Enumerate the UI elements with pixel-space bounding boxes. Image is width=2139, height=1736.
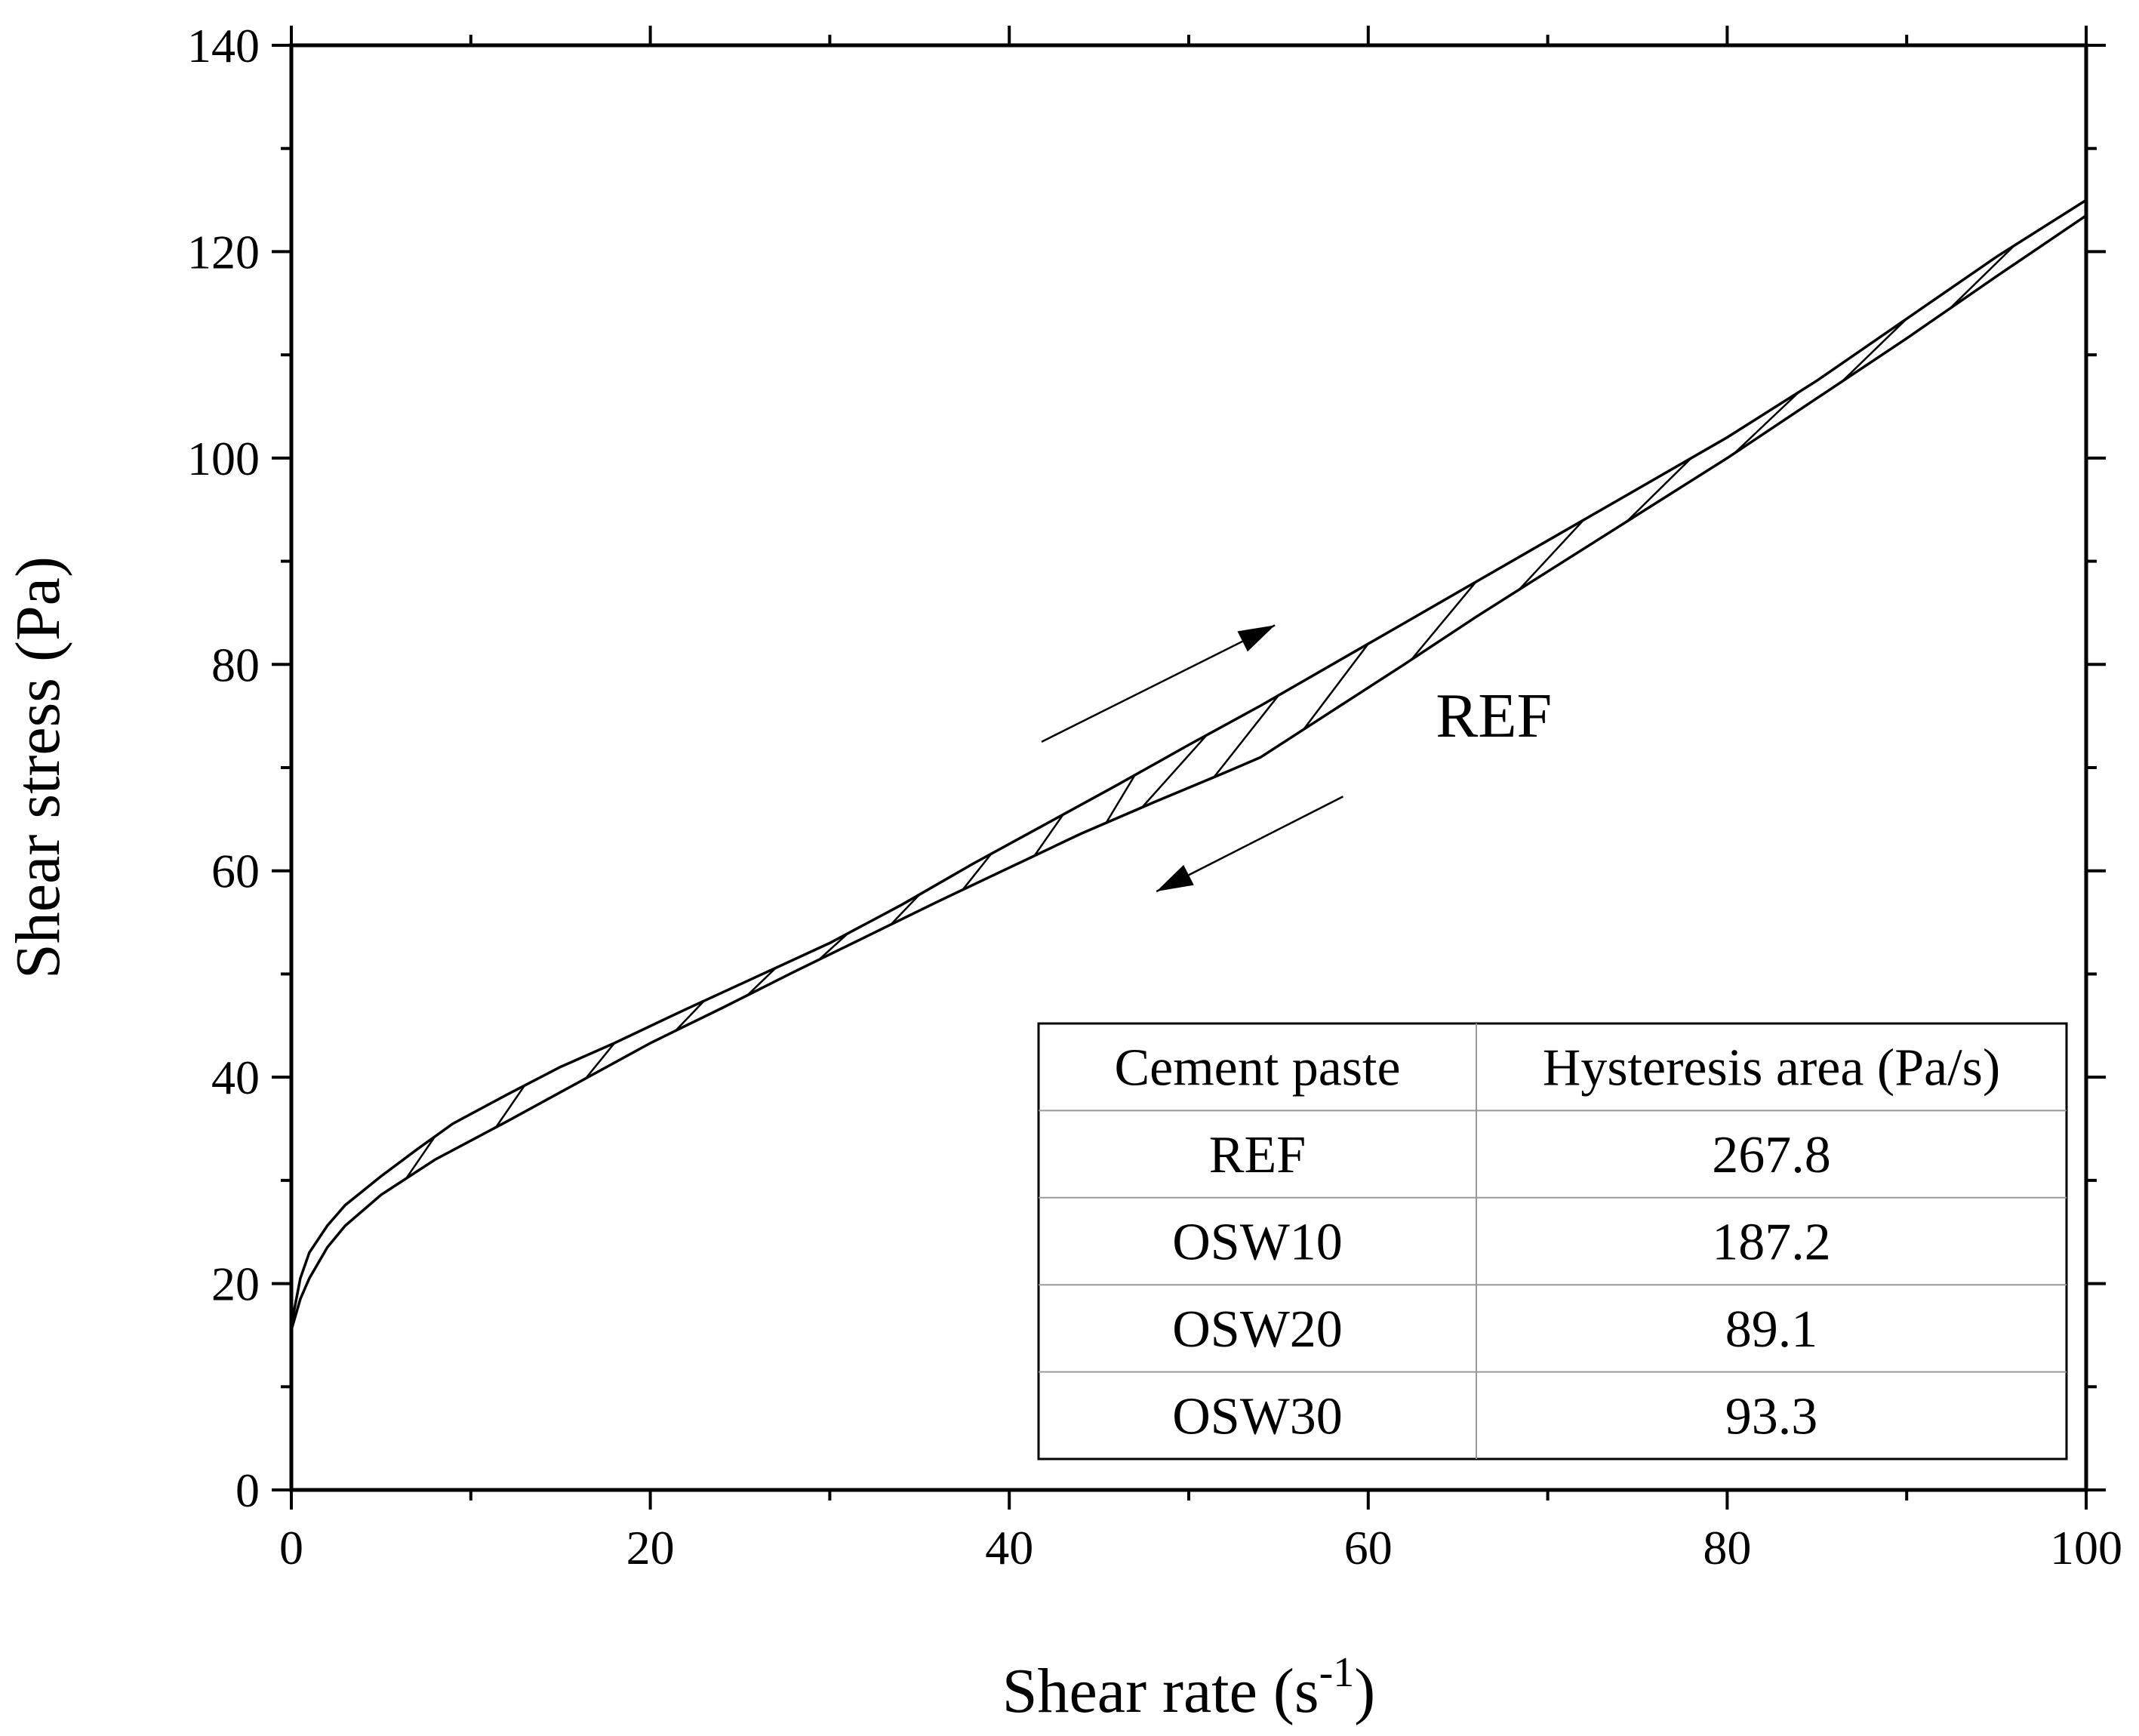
y-axis-title: Shear stress (Pa) xyxy=(3,556,73,979)
y-tick-label: 40 xyxy=(211,1051,260,1104)
table-cell: OSW30 xyxy=(1172,1387,1343,1445)
series-line-down xyxy=(290,214,2087,1331)
table-cell: 89.1 xyxy=(1725,1300,1818,1359)
x-tick-label: 20 xyxy=(626,1521,675,1574)
hatch-line xyxy=(585,1042,616,1079)
y-tick-label: 140 xyxy=(187,19,260,72)
y-tick-label: 0 xyxy=(235,1464,260,1517)
hatch-line xyxy=(1626,457,1692,522)
x-tick-label: 60 xyxy=(1344,1521,1393,1574)
hatch-line xyxy=(405,1136,436,1180)
table-cell: OSW10 xyxy=(1172,1214,1343,1272)
arrow-down-head xyxy=(1156,864,1194,892)
hysteresis-table: Cement paste Hysteresis area (Pa/s) REF 267… xyxy=(1037,1022,2068,1461)
hatch-line xyxy=(1213,694,1279,778)
series-group xyxy=(290,199,2087,1331)
x-tick-label: 100 xyxy=(2050,1521,2122,1574)
x-axis-title: Shear rate (s-1) xyxy=(1002,1649,1375,1726)
x-axis-title-superscript: -1 xyxy=(1319,1649,1355,1696)
arrow-up-shaft xyxy=(1041,624,1276,743)
table-cell: 93.3 xyxy=(1725,1387,1818,1445)
hatch-line xyxy=(1105,774,1136,823)
y-tick-label: 80 xyxy=(211,638,260,691)
table-cell: REF xyxy=(1209,1126,1306,1184)
hatch-line xyxy=(674,1000,705,1032)
x-axis-title-close: ) xyxy=(1354,1656,1375,1726)
table-cell: OSW20 xyxy=(1172,1300,1343,1359)
ref-annotation: REF xyxy=(1436,681,1552,751)
hatch-line xyxy=(495,1085,526,1128)
hatch-line xyxy=(1410,581,1477,660)
table-cell: 187.2 xyxy=(1712,1214,1831,1272)
y-tick-labels: 0 20 40 60 80 100 120 140 xyxy=(187,19,260,1517)
x-tick-label: 80 xyxy=(1703,1521,1751,1574)
series-line-up xyxy=(290,199,2087,1325)
hysteresis-hatch-group xyxy=(405,245,2015,1180)
hatch-line xyxy=(1141,734,1208,808)
hatch-line xyxy=(1303,643,1369,731)
hatch-line xyxy=(818,932,849,961)
hatch-line xyxy=(746,967,777,996)
y-tick-label: 100 xyxy=(187,432,260,485)
x-tick-labels: 0 20 40 60 80 100 xyxy=(279,1521,2122,1574)
hatch-line xyxy=(1734,391,1800,454)
table-header-cell: Hysteresis area (Pa/s) xyxy=(1543,1039,2000,1097)
hatch-line xyxy=(962,853,993,891)
arrow-up-head xyxy=(1237,625,1276,652)
x-tick-label: 0 xyxy=(279,1521,303,1574)
table-header-cell: Cement paste xyxy=(1114,1039,1400,1097)
hatch-line xyxy=(1841,318,1908,383)
x-axis-title-main: Shear rate (s xyxy=(1002,1656,1319,1726)
hatch-line xyxy=(1033,814,1064,857)
x-tick-label: 40 xyxy=(985,1521,1033,1574)
y-tick-label: 20 xyxy=(211,1257,260,1311)
arrow-group xyxy=(1041,624,1344,893)
hatch-line xyxy=(1949,245,2015,309)
hatch-line xyxy=(1518,519,1585,591)
y-tick-label: 60 xyxy=(211,845,260,898)
hatch-line xyxy=(890,894,921,925)
y-tick-label: 120 xyxy=(187,225,260,279)
axis-ticks xyxy=(272,26,2106,1510)
table-cell: 267.8 xyxy=(1712,1126,1831,1184)
table-border xyxy=(1037,1022,2068,1461)
